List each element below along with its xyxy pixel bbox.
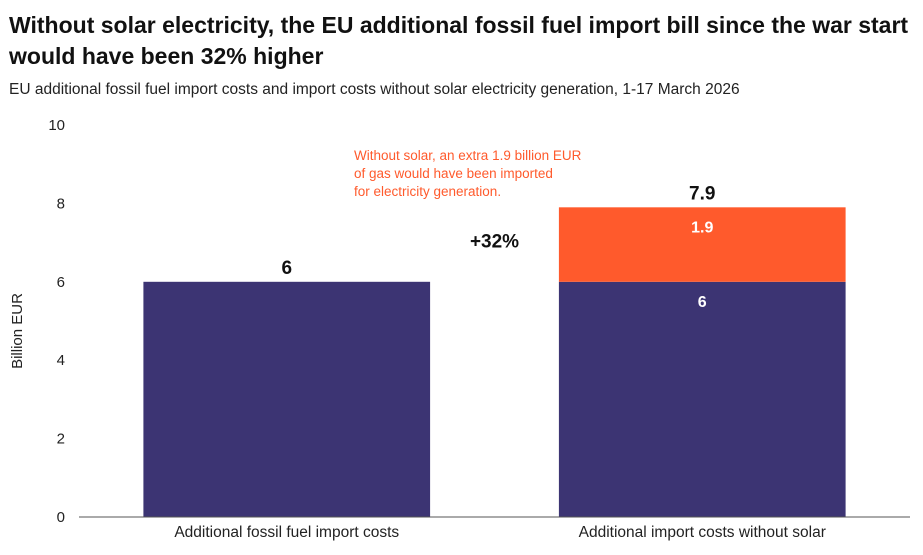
change-label: +32% bbox=[470, 232, 519, 253]
bar-base-segment bbox=[558, 281, 846, 517]
y-tick-label: 4 bbox=[57, 352, 65, 369]
y-tick-label: 10 bbox=[48, 117, 65, 134]
bar-total-label: 6 bbox=[281, 258, 292, 279]
annotation: Without solar, an extra 1.9 billion EUR o… bbox=[354, 148, 582, 199]
x-category-label: Additional import costs without solar bbox=[579, 524, 826, 541]
y-axis-ticks: 0 2 4 6 8 10 bbox=[48, 117, 65, 526]
bars: 6 6 1.9 7.9 bbox=[143, 183, 846, 517]
annotation-line: of gas would have been imported bbox=[354, 166, 553, 181]
bar-total-label: 7.9 bbox=[689, 183, 715, 204]
bar-extra-segment bbox=[558, 207, 846, 282]
chart-title: Without solar electricity, the EU additi… bbox=[9, 12, 909, 69]
y-tick-label: 2 bbox=[57, 431, 65, 448]
bar-base-segment bbox=[143, 281, 431, 517]
y-tick-label: 8 bbox=[57, 195, 65, 212]
y-tick-label: 6 bbox=[57, 274, 65, 291]
y-tick-label: 0 bbox=[57, 509, 65, 526]
x-category-label: Additional fossil fuel import costs bbox=[174, 524, 399, 541]
y-axis-label: Billion EUR bbox=[9, 293, 26, 369]
segment-value-label: 1.9 bbox=[691, 219, 713, 236]
segment-value-label: 6 bbox=[698, 294, 707, 311]
chart-subtitle: EU additional fossil fuel import costs a… bbox=[9, 81, 740, 98]
annotation-line: Without solar, an extra 1.9 billion EUR bbox=[354, 148, 582, 163]
x-axis-categories: Additional fossil fuel import costs Addit… bbox=[174, 524, 826, 541]
annotation-line: for electricity generation. bbox=[354, 184, 501, 199]
